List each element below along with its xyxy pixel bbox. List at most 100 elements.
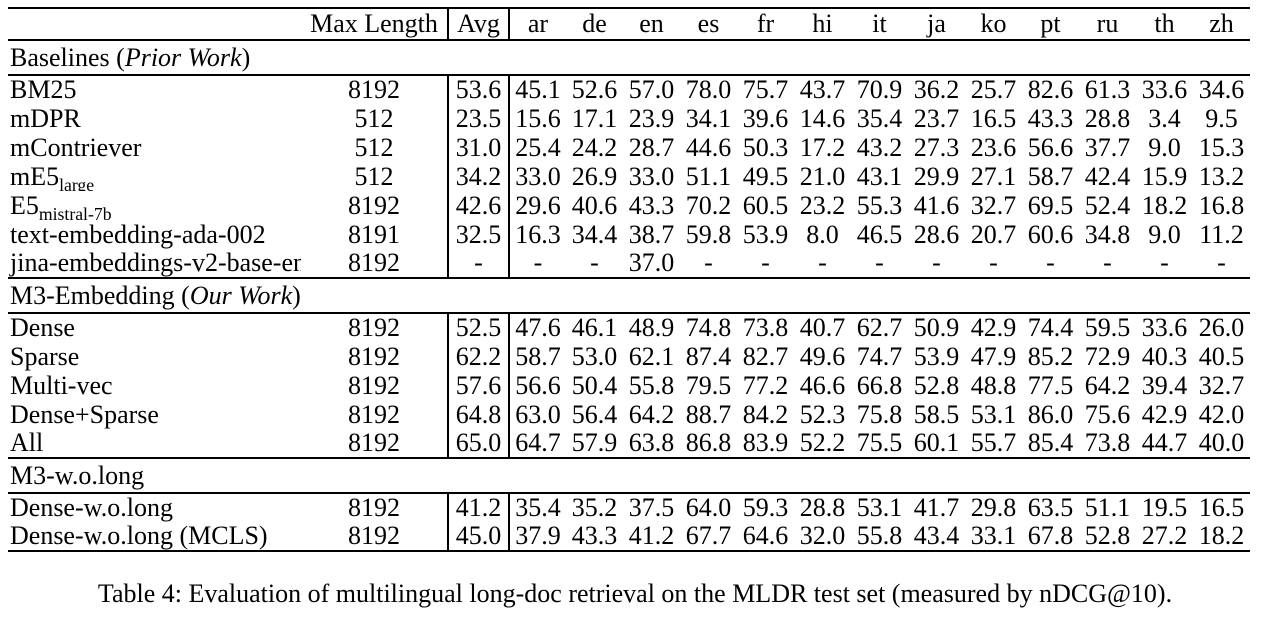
score-cell-ko: 32.7 [970, 191, 1017, 220]
score-cell-de: 57.9 [571, 429, 618, 457]
max-length-cell: 8192 [348, 313, 400, 342]
score-cell-es: 64.0 [685, 493, 732, 522]
score-cell-en: 43.3 [628, 191, 675, 220]
score-cell-ru: 42.4 [1084, 162, 1131, 191]
table-row: All 8192 65.0 64.7 57.9 63.8 86.8 83.9 52.2 75.5 6… [8, 429, 1250, 458]
score-cell-ja: 27.3 [913, 133, 960, 162]
score-cell-pt: 43.3 [1027, 104, 1074, 133]
row-label: Dense+Sparse [10, 400, 159, 429]
score-cell-es: - [704, 249, 713, 277]
score-cell-fr: 64.6 [742, 522, 789, 550]
avg-cell: 62.2 [447, 342, 510, 371]
score-cell-ar: - [533, 249, 543, 277]
score-cell-ja: 60.1 [913, 429, 960, 457]
score-cell-de: 53.0 [571, 342, 618, 371]
table-header-row: Max Length Avg ar de en es fr hi it ja ko pt ru th z… [8, 8, 1250, 40]
max-length-cell: 8192 [348, 249, 400, 277]
score-cell-ja: 36.2 [913, 75, 960, 104]
score-cell-ja: 58.5 [913, 400, 960, 429]
score-cell-ru: - [1103, 249, 1112, 277]
column-header-max-length: Max Length [310, 9, 438, 38]
score-cell-en: 48.9 [628, 313, 675, 342]
section-title: Baselines (Prior Work) [10, 42, 251, 72]
score-cell-hi: 49.6 [799, 342, 846, 371]
section-title: M3-w.o.long [10, 460, 145, 490]
score-cell-ja: 41.6 [913, 191, 960, 220]
score-cell-de: 52.6 [571, 75, 618, 104]
score-cell-ko: 47.9 [970, 342, 1017, 371]
results-table: Max Length Avg ar de en es fr hi it ja ko pt ru th z… [8, 7, 1250, 552]
score-cell-zh: 16.8 [1198, 191, 1245, 220]
score-cell-hi: 17.2 [799, 133, 846, 162]
section-header-row: M3-w.o.long [8, 458, 1250, 493]
score-cell-fr: 82.7 [742, 342, 789, 371]
section-header-row: Baselines (Prior Work) [8, 40, 1250, 75]
avg-cell: 53.6 [447, 75, 510, 104]
score-cell-ru: 75.6 [1084, 400, 1131, 429]
score-cell-ko: 53.1 [970, 400, 1017, 429]
score-cell-ko: 33.1 [970, 522, 1017, 550]
score-cell-ar: 63.0 [515, 400, 561, 429]
column-header-fr: fr [756, 9, 775, 38]
column-header-ar: ar [527, 9, 549, 38]
max-length-cell: 8192 [348, 400, 400, 429]
score-cell-es: 59.8 [685, 220, 732, 249]
table-row: E5mistral-7b 8192 42.6 29.6 40.6 43.3 70.2 60.5… [8, 191, 1250, 220]
score-cell-ar: 29.6 [515, 191, 561, 220]
avg-cell: - [447, 249, 510, 278]
score-cell-th: 44.7 [1141, 429, 1188, 457]
avg-cell: 32.5 [447, 220, 510, 249]
score-cell-hi: 52.3 [799, 400, 846, 429]
score-cell-ko: 55.7 [970, 429, 1017, 457]
score-cell-th: 19.5 [1141, 493, 1188, 522]
score-cell-ar: 15.6 [515, 104, 561, 133]
score-cell-es: 78.0 [685, 75, 732, 104]
score-cell-ar: 35.4 [515, 493, 561, 522]
column-header-avg: Avg [447, 8, 510, 40]
table-caption: Table 4: Evaluation of multilingual long… [97, 579, 1173, 608]
score-cell-pt: 82.6 [1027, 75, 1074, 104]
row-label: E5mistral-7b [10, 191, 112, 220]
score-cell-en: 57.0 [628, 75, 675, 104]
score-cell-ko: 16.5 [970, 104, 1017, 133]
score-cell-th: 39.4 [1141, 371, 1188, 400]
score-cell-th: 9.0 [1148, 133, 1181, 162]
score-cell-ko: 20.7 [970, 220, 1017, 249]
score-cell-pt: - [1046, 249, 1055, 277]
score-cell-zh: 42.0 [1198, 400, 1245, 429]
avg-cell: 41.2 [447, 493, 510, 522]
score-cell-ru: 52.4 [1084, 191, 1131, 220]
score-cell-fr: 39.6 [742, 104, 789, 133]
score-cell-es: 87.4 [685, 342, 732, 371]
table-row: mE5large 512 34.2 33.0 26.9 33.0 51.1 49.5 21.0 4… [8, 162, 1250, 191]
score-cell-es: 34.1 [685, 104, 732, 133]
score-cell-en: 28.7 [628, 133, 675, 162]
score-cell-it: 35.4 [856, 104, 903, 133]
score-cell-hi: 43.7 [799, 75, 846, 104]
score-cell-hi: 46.6 [799, 371, 846, 400]
avg-cell: 65.0 [447, 429, 510, 458]
avg-cell: 52.5 [447, 313, 510, 342]
column-header-pt: pt [1040, 9, 1061, 38]
score-cell-zh: 13.2 [1198, 162, 1245, 191]
score-cell-pt: 56.6 [1027, 133, 1074, 162]
score-cell-en: 33.0 [628, 162, 675, 191]
table-row: BM25 8192 53.6 45.1 52.6 57.0 78.0 75.7 43.7 70.9… [8, 75, 1250, 104]
score-cell-de: 50.4 [571, 371, 618, 400]
score-cell-ja: 41.7 [913, 493, 960, 522]
score-cell-it: 43.2 [856, 133, 903, 162]
score-cell-zh: 15.3 [1198, 133, 1245, 162]
score-cell-ko: 25.7 [970, 75, 1017, 104]
score-cell-it: 75.8 [856, 400, 903, 429]
avg-cell: 42.6 [447, 191, 510, 220]
score-cell-it: 46.5 [856, 220, 903, 249]
score-cell-es: 74.8 [685, 313, 732, 342]
score-cell-pt: 58.7 [1027, 162, 1074, 191]
score-cell-es: 79.5 [685, 371, 732, 400]
table-row: text-embedding-ada-002 8191 32.5 16.3 34.4 38… [8, 220, 1250, 249]
row-label: BM25 [10, 75, 77, 104]
row-label: mE5large [10, 162, 95, 191]
score-cell-it: 55.8 [856, 522, 903, 550]
score-cell-es: 70.2 [685, 191, 732, 220]
score-cell-th: 15.9 [1141, 162, 1188, 191]
